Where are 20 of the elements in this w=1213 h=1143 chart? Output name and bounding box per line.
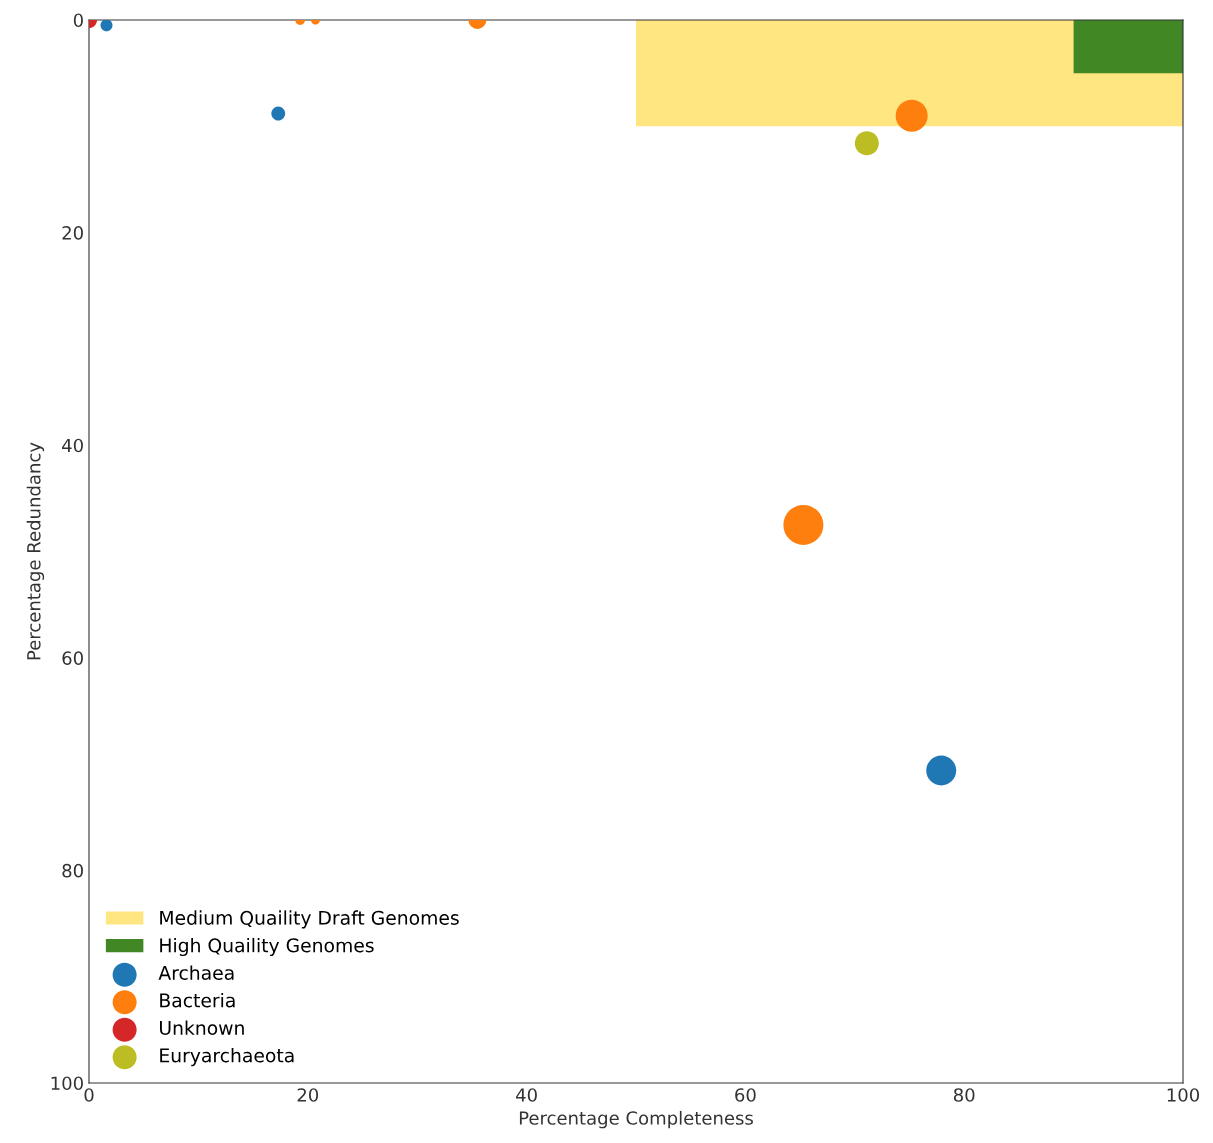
legend-label: Bacteria	[160, 992, 235, 1008]
x-axis-title: Percentage Completeness	[519, 1110, 753, 1129]
y-tick-label: 100	[51, 1076, 83, 1091]
legend-label: Unknown	[160, 1020, 244, 1035]
legend-label: Archaea	[158, 965, 234, 980]
y-axis-title: Percentage Redundancy	[26, 442, 45, 660]
y-tick-label: 0	[73, 13, 83, 28]
x-tick-label: 0	[84, 1088, 94, 1102]
y-tick-label: 60	[62, 651, 83, 665]
x-tick-label: 20	[297, 1088, 319, 1102]
y-tick-label: 40	[62, 438, 83, 453]
x-tick-label: 80	[953, 1088, 975, 1102]
x-tick-label: 60	[735, 1088, 756, 1102]
legend-label: High Quaility Genomes	[160, 937, 374, 957]
legend-label: Medium Quaility Draft Genomes	[160, 910, 459, 929]
legend-label: Euryarchaeota	[160, 1047, 294, 1067]
y-tick-label: 20	[62, 226, 83, 240]
y-tick-label: 80	[62, 863, 83, 878]
x-tick-label: 100	[1167, 1088, 1200, 1102]
x-tick-label: 40	[516, 1088, 537, 1102]
